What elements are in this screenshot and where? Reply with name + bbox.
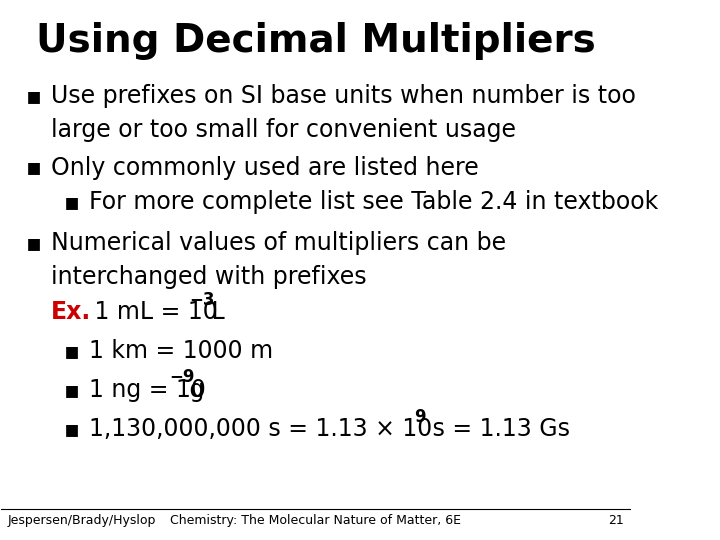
- Text: For more complete list see Table 2.4 in textbook: For more complete list see Table 2.4 in …: [89, 190, 658, 214]
- Text: Ex.: Ex.: [51, 300, 91, 324]
- Text: ▪: ▪: [26, 231, 42, 255]
- Text: Numerical values of multipliers can be: Numerical values of multipliers can be: [51, 231, 506, 255]
- Text: ▪: ▪: [26, 84, 42, 107]
- Text: Using Decimal Multipliers: Using Decimal Multipliers: [36, 22, 595, 59]
- Text: 1 km = 1000 m: 1 km = 1000 m: [89, 339, 273, 362]
- Text: Chemistry: The Molecular Nature of Matter, 6E: Chemistry: The Molecular Nature of Matte…: [170, 514, 462, 527]
- Text: Use prefixes on SI base units when number is too: Use prefixes on SI base units when numbe…: [51, 84, 636, 107]
- Text: 1 mL = 10: 1 mL = 10: [87, 300, 218, 324]
- Text: −9: −9: [170, 368, 195, 386]
- Text: Only commonly used are listed here: Only commonly used are listed here: [51, 156, 479, 179]
- Text: 9: 9: [414, 408, 426, 426]
- Text: 1 ng = 10: 1 ng = 10: [89, 378, 206, 402]
- Text: s = 1.13 Gs: s = 1.13 Gs: [425, 417, 570, 441]
- Text: ▪: ▪: [64, 190, 80, 214]
- Text: ▪: ▪: [64, 339, 80, 362]
- Text: Jespersen/Brady/Hyslop: Jespersen/Brady/Hyslop: [7, 514, 156, 527]
- Text: interchanged with prefixes: interchanged with prefixes: [51, 265, 367, 288]
- Text: ▪: ▪: [64, 378, 80, 402]
- Text: 21: 21: [608, 514, 624, 527]
- Text: −3: −3: [189, 291, 215, 308]
- Text: g: g: [182, 378, 204, 402]
- Text: 1,130,000,000 s = 1.13 × 10: 1,130,000,000 s = 1.13 × 10: [89, 417, 432, 441]
- Text: ▪: ▪: [26, 156, 42, 179]
- Text: large or too small for convenient usage: large or too small for convenient usage: [51, 118, 516, 141]
- Text: L: L: [204, 300, 225, 324]
- Text: ▪: ▪: [64, 417, 80, 441]
